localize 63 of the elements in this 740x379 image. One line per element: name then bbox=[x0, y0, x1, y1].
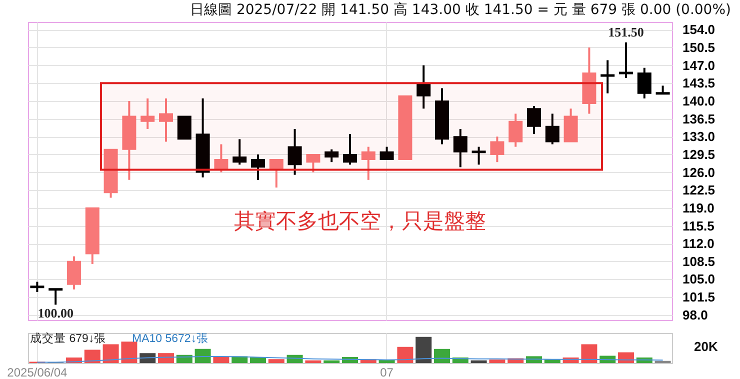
candlestick bbox=[380, 146, 394, 161]
y-tick-label: 115.5 bbox=[682, 218, 714, 234]
annotation: 其實不多也不空，只是盤整 bbox=[234, 209, 486, 233]
candlestick bbox=[288, 128, 302, 176]
annotation: 100.00 bbox=[38, 306, 74, 321]
y-tick-label: 140.0 bbox=[682, 93, 716, 108]
candlestick bbox=[251, 153, 265, 181]
bar bbox=[102, 344, 119, 363]
y-tick-label: 143.5 bbox=[682, 76, 716, 91]
y-tick-label: 101.5 bbox=[682, 290, 716, 305]
candlestick bbox=[343, 133, 357, 166]
chart-title: 日線圖 2025/07/22 開 141.50 高 143.00 收 141.50 = 元 量 679 張 0.00 (0.00%) bbox=[189, 1, 732, 20]
y-tick-label: 133.0 bbox=[682, 129, 716, 144]
candlestick bbox=[140, 97, 155, 130]
candlestick bbox=[637, 66, 652, 100]
y-tick-label: 108.5 bbox=[682, 254, 716, 269]
bar bbox=[489, 360, 506, 363]
candlestick bbox=[527, 105, 541, 136]
candlestick bbox=[490, 136, 504, 164]
y-tick-label: 98.0 bbox=[682, 307, 708, 322]
x-tick-label: 07 bbox=[380, 366, 394, 379]
y-tick-label: 150.5 bbox=[682, 40, 716, 55]
candlestick bbox=[177, 116, 192, 140]
annotation: 151.50 bbox=[608, 24, 644, 40]
bar bbox=[397, 346, 414, 363]
annotation: MA10 5672↓張 bbox=[132, 332, 209, 345]
bar bbox=[434, 348, 450, 363]
candlestick bbox=[416, 64, 431, 110]
candlestick bbox=[361, 146, 376, 181]
y-tick-label: 105.0 bbox=[682, 272, 716, 287]
candlestick bbox=[67, 255, 81, 290]
y-tick-label: 129.5 bbox=[682, 146, 716, 162]
bar bbox=[470, 360, 487, 363]
bar bbox=[268, 359, 284, 363]
candlestick bbox=[232, 138, 247, 166]
bar bbox=[250, 358, 266, 363]
candlestick bbox=[508, 112, 523, 148]
bar bbox=[140, 353, 156, 363]
bar bbox=[305, 360, 322, 363]
y-tick-label: 154.0 bbox=[682, 22, 716, 38]
y-tick-label: 112.0 bbox=[682, 236, 714, 252]
bar bbox=[84, 350, 100, 363]
bar bbox=[121, 342, 138, 363]
candlestick bbox=[159, 97, 173, 143]
candlestick bbox=[453, 128, 468, 168]
bar bbox=[416, 336, 432, 363]
annotation: 成交量 679↓張 bbox=[30, 331, 106, 345]
bar bbox=[158, 353, 174, 363]
x-tick-label: 2025/06/04 bbox=[7, 366, 68, 379]
y-tick-label: 147.0 bbox=[682, 58, 716, 73]
y-tick-label: 136.5 bbox=[682, 111, 716, 126]
candlestick bbox=[269, 158, 284, 189]
y-tick-label: 119.0 bbox=[682, 200, 714, 216]
y-tick-label: 126.0 bbox=[682, 164, 716, 180]
candlestick bbox=[324, 148, 339, 164]
y-tick-label: 122.5 bbox=[682, 182, 716, 198]
candlestick bbox=[545, 112, 560, 146]
bar bbox=[194, 348, 211, 363]
bar bbox=[581, 344, 598, 363]
candlestick bbox=[306, 153, 320, 174]
text: 20K bbox=[694, 339, 718, 354]
bar bbox=[324, 360, 340, 363]
candlestick bbox=[214, 143, 228, 174]
